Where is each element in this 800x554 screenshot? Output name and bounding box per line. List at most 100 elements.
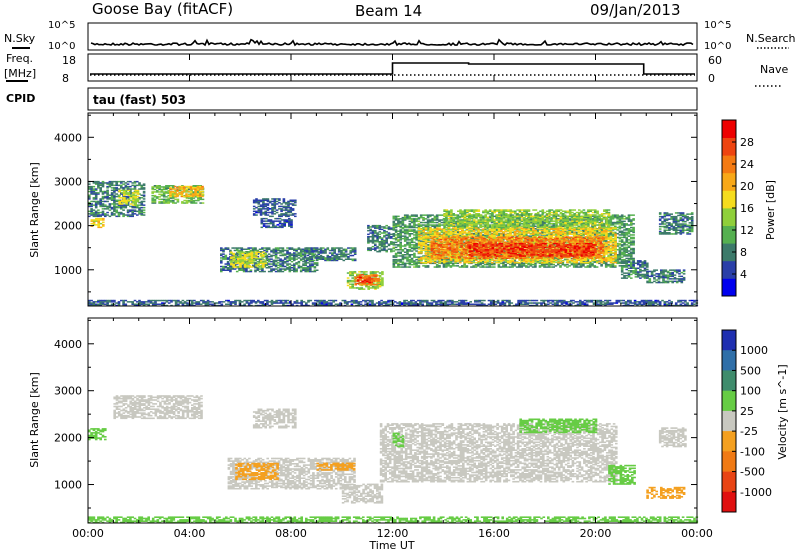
power-cell: [257, 203, 261, 205]
power-cell: [319, 251, 323, 253]
power-cell: [165, 202, 168, 204]
power-cell: [380, 226, 384, 228]
power-cell: [547, 263, 551, 266]
power-cell: [370, 282, 373, 285]
power-cell: [125, 203, 128, 205]
power-cell: [295, 251, 298, 253]
power-cell: [267, 220, 270, 222]
power-cell: [160, 201, 164, 203]
power-cell: [374, 224, 377, 227]
power-cell: [260, 219, 264, 221]
power-cell: [230, 256, 233, 258]
power-cell: [359, 281, 362, 284]
power-cell: [366, 278, 369, 280]
power-cell: [257, 201, 261, 204]
power-cell: [401, 226, 405, 229]
power-cell: [401, 249, 405, 251]
power-cell: [288, 219, 291, 221]
power-cell: [97, 203, 100, 205]
power-cell: [262, 203, 265, 205]
power-cell: [394, 266, 398, 268]
power-cell: [424, 221, 428, 224]
power-cell: [479, 263, 482, 266]
power-cell: [408, 260, 412, 262]
power-cell: [108, 205, 112, 208]
power-cell: [401, 258, 405, 261]
power-cell: [256, 269, 260, 271]
power-cell: [270, 270, 273, 273]
power-cell: [224, 265, 228, 268]
power-cell: [408, 226, 412, 229]
power-region: [303, 247, 357, 262]
power-cell: [447, 236, 450, 239]
power-cell: [142, 200, 146, 203]
power-cell: [550, 216, 553, 219]
power-cell: [445, 216, 448, 219]
power-cell: [328, 249, 332, 252]
power-cell: [288, 257, 292, 259]
power-cell: [312, 249, 316, 252]
power-cell: [288, 220, 291, 222]
power-cell: [527, 256, 530, 258]
power-cell: [295, 249, 298, 252]
power-cell: [399, 246, 402, 249]
power-cell: [344, 251, 348, 253]
power-cell: [371, 238, 375, 240]
power-cell: [279, 264, 282, 267]
power-cell: [426, 221, 430, 224]
power-cell: [315, 248, 318, 251]
power-cell: [117, 195, 121, 198]
power-cell: [447, 214, 450, 216]
power-cell: [593, 261, 597, 263]
power-cell: [288, 267, 292, 269]
power-cell: [127, 189, 131, 192]
power-cell: [380, 249, 384, 252]
power-cell: [122, 188, 125, 190]
power-cell: [182, 187, 186, 189]
power-cell: [435, 224, 439, 226]
power-cell: [397, 266, 400, 268]
power-cell: [176, 193, 179, 195]
power-cell: [383, 232, 386, 234]
power-cell: [304, 269, 307, 271]
power-cell: [410, 250, 414, 252]
power-cell: [293, 263, 296, 265]
power-cell: [174, 193, 177, 196]
power-cell: [136, 192, 140, 194]
power-cell: [88, 205, 91, 208]
power-cell: [235, 253, 239, 255]
power-cell: [281, 249, 285, 252]
power-cell: [222, 251, 225, 253]
power-cell: [113, 198, 116, 200]
power-cell: [383, 236, 386, 238]
power-cell: [165, 188, 168, 191]
power-cell: [99, 226, 103, 229]
power-cell: [588, 219, 592, 221]
power-cell: [295, 270, 298, 273]
power-cell: [113, 206, 116, 209]
power-cell: [461, 233, 464, 235]
power-cell: [566, 266, 569, 268]
power-cell: [394, 246, 398, 249]
power-cell: [239, 266, 242, 268]
power-cell: [245, 269, 248, 271]
power-cell: [609, 234, 613, 236]
power-cell: [117, 211, 121, 214]
power-cell: [272, 262, 276, 264]
power-cell: [403, 240, 407, 242]
power-cell: [115, 183, 118, 185]
power-cell: [357, 276, 360, 279]
power-cell: [279, 269, 282, 271]
power-cell: [308, 252, 311, 254]
power-cell: [192, 194, 195, 196]
power-cell: [102, 221, 105, 224]
power-cell: [288, 224, 291, 226]
power-cell: [199, 185, 202, 187]
power-cell: [282, 201, 286, 204]
power-cell: [271, 206, 274, 209]
power-cell: [374, 226, 377, 228]
power-cell: [415, 231, 418, 234]
power-cell: [324, 257, 327, 259]
power-cell: [331, 248, 334, 251]
power-cell: [406, 237, 409, 240]
